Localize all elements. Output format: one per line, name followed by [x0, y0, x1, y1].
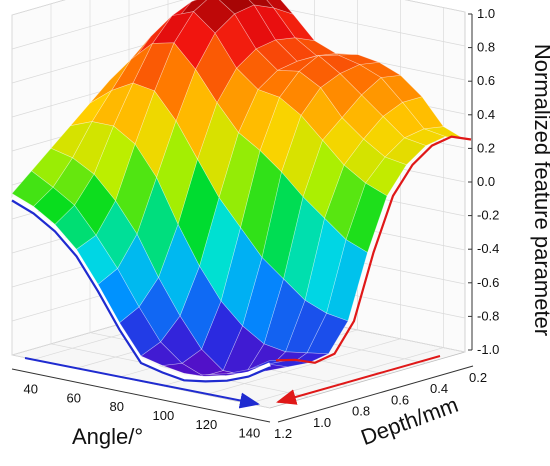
y-axis-label: Depth/mm — [357, 392, 461, 450]
y-tick-label: 1.2 — [274, 426, 292, 441]
surface-patch — [54, 204, 97, 250]
z-tick-label: -0.4 — [477, 241, 499, 256]
z-axis: 1.0 0.8 0.6 0.4 0.2 0.0 -0.2 -0.4 -0.6 -0.8 -1.0 — [468, 6, 499, 357]
z-tick-label: 0.6 — [477, 73, 495, 88]
surface-patch — [119, 306, 161, 357]
axis-arrows — [24, 355, 441, 409]
grid-line — [11, 0, 66, 16]
z-tick-label: -0.2 — [477, 208, 499, 223]
surface-patch — [11, 170, 54, 207]
angle-arrow — [24, 357, 260, 409]
x-tick-label: 140 — [239, 426, 261, 441]
front-edge-blue — [11, 199, 271, 383]
z-tick-label: -1.0 — [477, 342, 499, 357]
grid-line — [11, 0, 184, 50]
x-tick-label: 100 — [153, 408, 175, 423]
y-tick-label: 0.6 — [391, 392, 409, 407]
z-tick-label: -0.6 — [477, 275, 499, 290]
front-edge-highlight — [10, 195, 271, 381]
y-tick-label: 0.8 — [352, 404, 370, 419]
grid-line — [404, 0, 466, 13]
surface-patch — [33, 186, 75, 225]
x-tick-label: 40 — [24, 381, 38, 396]
y-tick-label: 1.0 — [313, 415, 331, 430]
x-axis-label: Angle/° — [72, 424, 143, 449]
x-tick-label: 60 — [67, 390, 81, 405]
z-tick-label: 1.0 — [477, 6, 495, 21]
y-tick-label: 0.2 — [469, 370, 487, 385]
z-tick-label: 0.4 — [477, 107, 495, 122]
surface-patch — [76, 234, 118, 285]
z-tick-label: 0.2 — [477, 140, 495, 155]
x-tick-label: 80 — [110, 399, 124, 414]
z-tick-label: 0.8 — [477, 40, 495, 55]
side-edge-red — [275, 135, 472, 364]
z-axis-label: Normalized feature parameter — [530, 44, 550, 336]
surface-mesh — [10, 0, 472, 383]
y-tick-label: 0.4 — [430, 381, 448, 396]
y-axis-line — [277, 365, 474, 423]
z-tick-label: -0.8 — [477, 308, 499, 323]
y-axis-depth: 1.2 1.0 0.8 0.6 0.4 0.2 — [274, 365, 487, 441]
z-tick-label: 0.0 — [477, 174, 495, 189]
x-axis-line — [11, 368, 271, 423]
x-axis-angle: 40 60 80 100 120 140 — [11, 368, 271, 441]
depth-arrow — [276, 355, 441, 405]
x-tick-label: 120 — [196, 417, 218, 432]
